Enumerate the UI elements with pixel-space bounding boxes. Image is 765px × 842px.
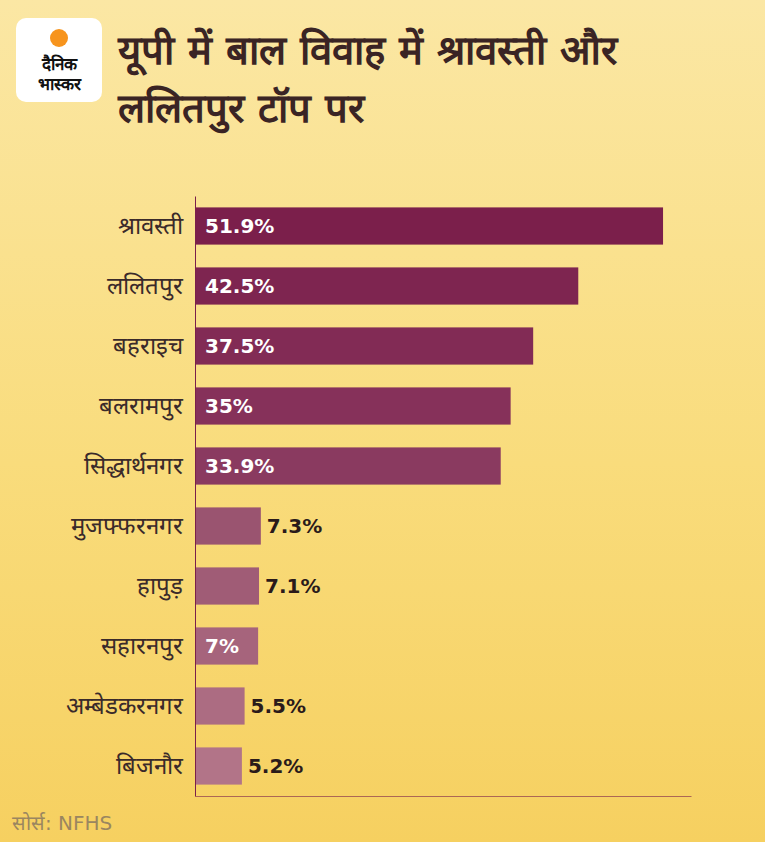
y-tick-label: सहारनपुर — [101, 632, 184, 661]
y-tick: बहराइच — [113, 332, 195, 360]
y-tick-label: ललितपुर — [107, 272, 184, 301]
logo-text: दैनिकभास्कर — [38, 54, 82, 94]
logo-box — [16, 18, 102, 102]
bar — [195, 207, 663, 244]
chart: दैनिकभास्कर यूपी में बाल विवाह में श्रावस… — [0, 0, 765, 842]
data-label: 33.9% — [205, 454, 274, 478]
y-tick-label: सिद्धार्थनगर — [84, 452, 184, 480]
data-label: 5.2% — [248, 754, 303, 778]
y-tick: सिद्धार्थनगर — [84, 452, 195, 480]
source: सोर्स: NFHS — [12, 811, 112, 835]
x-axis-line — [196, 796, 692, 797]
y-tick-label: अम्बेडकरनगर — [66, 692, 184, 720]
title-line: यूपी में बाल विवाह में श्रावस्ती और — [117, 27, 619, 76]
y-tick: हापुड़ — [137, 572, 195, 601]
y-tick-label: बलरामपुर — [99, 392, 184, 421]
x-axis — [196, 796, 692, 797]
bar — [195, 687, 245, 724]
data-label: 42.5% — [205, 274, 274, 298]
y-axis: श्रावस्ती ललितपुर बहराइच बलरामपुर सिद्धार्थन… — [66, 197, 196, 797]
y-tick: बिजनौर — [116, 752, 195, 780]
data-label: 7% — [205, 634, 239, 658]
bars — [195, 207, 663, 784]
logo-dot — [50, 29, 68, 47]
bar — [195, 747, 242, 784]
bar — [195, 387, 511, 424]
title-line: ललितपुर टॉप पर — [117, 85, 366, 134]
title: यूपी में बाल विवाह में श्रावस्ती और ललितप… — [117, 27, 619, 134]
data-labels: 51.9% 42.5% 37.5% 35% 33.9% 7.3% 7.1% 7% 5.5% 5.2… — [205, 214, 322, 778]
logo-text-line: दैनिक — [41, 54, 78, 74]
data-label: 35% — [205, 394, 253, 418]
bar — [195, 627, 258, 664]
data-label: 7.3% — [267, 514, 322, 538]
y-tick-label: बहराइच — [113, 332, 184, 360]
y-tick: अम्बेडकरनगर — [66, 692, 195, 720]
y-tick-label: हापुड़ — [137, 572, 184, 601]
y-tick: श्रावस्ती — [118, 212, 195, 240]
bar — [195, 507, 261, 544]
y-tick: मुजफ्फरनगर — [71, 512, 195, 541]
y-tick-label: मुजफ्फरनगर — [71, 512, 184, 541]
data-label: 51.9% — [205, 214, 274, 238]
logo-text-line: भास्कर — [38, 74, 82, 94]
y-tick: बलरामपुर — [99, 392, 195, 421]
bar — [195, 447, 501, 484]
background — [0, 0, 765, 842]
bar — [195, 327, 533, 364]
y-axis-line — [195, 197, 196, 797]
y-tick-label: श्रावस्ती — [118, 212, 184, 240]
y-tick: ललितपुर — [107, 272, 195, 301]
bar — [195, 267, 578, 304]
y-tick-label: बिजनौर — [116, 752, 184, 780]
data-label: 7.1% — [265, 574, 320, 598]
logo: दैनिकभास्कर — [16, 18, 102, 102]
bar — [195, 567, 259, 604]
data-label: 37.5% — [205, 334, 274, 358]
data-label: 5.5% — [251, 694, 306, 718]
y-tick: सहारनपुर — [101, 632, 195, 661]
